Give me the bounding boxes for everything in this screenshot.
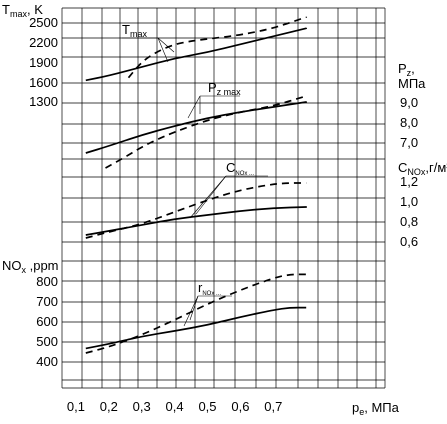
c_nox-tick-label: 0,6 [400,234,418,249]
pz-axis-label: Pz, [398,61,415,78]
tmax-tick-label: 2500 [29,15,58,30]
x-tick-label: 0,5 [198,399,216,414]
x-tick-label: 0,1 [67,399,85,414]
pz-solid-series-line [85,101,308,154]
c_nox-tick-label: 1,2 [400,174,418,189]
c_nox-tick-label: 0,8 [400,214,418,229]
pz-dashed-series-line [105,95,308,169]
tmax-tick-label: 1600 [29,75,58,90]
pz-tick-label: 8,0 [400,115,418,130]
pz-axis-unit: МПа [398,76,426,91]
r_nox-tick-label: 800 [36,274,58,289]
r_nox-tick-label: 500 [36,334,58,349]
x-tick-label: 0,4 [166,399,184,414]
r_nox-axis-label: NOx ,ppm [2,258,59,275]
tmax-tick-label: 2200 [29,35,58,50]
r_nox-leader-line [189,295,199,321]
tmax-tick-label: 1900 [29,55,58,70]
tmax-leader-line [157,37,175,53]
r_nox-tick-label: 400 [36,354,58,369]
tmax-tick-label: 1300 [29,94,58,109]
c_nox-axis-label: CNOx,г/м³ [398,160,447,177]
tmax-callout-label: Tmax [122,22,147,39]
x-tick-label: 0,2 [100,399,118,414]
r_nox-callout-label: rNOx ... [198,280,221,297]
pz-tick-label: 7,0 [400,135,418,150]
x-tick-label: 0,7 [264,399,282,414]
tmax-axis-label: Tmax, K [2,2,43,19]
r_nox-leader-line [183,295,199,327]
tmax-leader-line [157,37,169,63]
tmax-solid-series-line [85,27,308,82]
pz-tick-label: 9,0 [400,95,418,110]
c_nox-tick-label: 1,0 [400,194,418,209]
c_nox-callout-label: CNOx ... [226,160,254,177]
tmax-dashed-series-line [127,16,308,79]
c_nox-leader-line [189,175,227,219]
c_nox-solid-series-line [85,206,308,236]
x-tick-label: 0,3 [133,399,151,414]
x-tick-label: 0,6 [231,399,249,414]
pz-callout-label: Pz max [208,80,241,97]
pz-leader-line [187,95,201,119]
c_nox-leader-line [195,175,227,215]
x-axis-label: pe, МПа [352,400,400,417]
r_nox-tick-label: 700 [36,294,58,309]
r_nox-tick-label: 600 [36,314,58,329]
grid-lines [61,7,386,389]
r_nox-solid-series-line [85,306,307,350]
c_nox-dashed-series-line [85,182,307,239]
r_nox-dashed-series-line [85,273,307,354]
